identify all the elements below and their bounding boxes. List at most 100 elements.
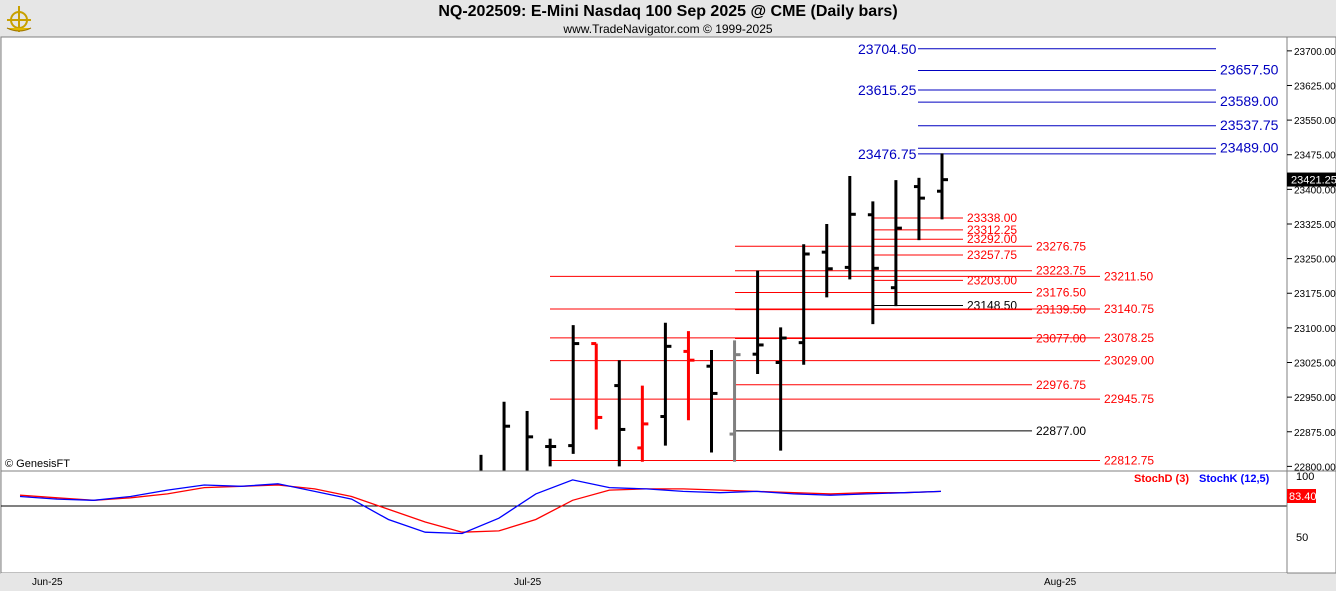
price-level: 23257.75 [872,248,1017,262]
price-tick-label: 23550.00 [1294,116,1336,127]
level-label: 23312.25 [967,223,1017,237]
price-level: 23657.50 [918,61,1279,77]
last-stoch-marker: 83.40 [1287,489,1317,503]
level-label: 23029.00 [1104,354,1154,368]
price-tick-label: 23250.00 [1294,255,1336,266]
level-label: 23476.75 [858,146,917,162]
last-price-marker: 23421.25 [1287,172,1336,187]
ohlc-bar [798,244,810,365]
stochastic-lines [19,479,942,535]
level-label: 23537.75 [1220,117,1279,133]
ohlc-bar [660,322,672,446]
price-level: 23537.75 [918,117,1279,133]
level-label: 23223.75 [1036,264,1086,278]
ship-wheel-logo-icon [6,6,32,32]
level-label: 23338.00 [967,211,1017,225]
ohlc-bar [913,177,925,241]
level-label: 23211.50 [1104,269,1153,283]
price-tick-label: 23025.00 [1294,359,1336,370]
level-label: 23657.50 [1220,61,1279,77]
level-label: 23140.75 [1104,302,1154,316]
price-level: 23140.75 [550,302,1154,316]
ohlc-bar [752,270,764,375]
ohlc-bar [637,385,649,462]
price-tick-label: 23475.00 [1294,151,1336,162]
price-level: 23203.00 [872,273,1017,287]
stoch-series-line [19,484,942,533]
ohlc-bar [545,438,557,467]
ohlc-bar [775,327,787,451]
level-label: 23139.50 [1036,303,1086,317]
level-label: 22812.75 [1104,453,1154,467]
price-tick-label: 22950.00 [1294,393,1336,404]
level-label: 23589.00 [1220,93,1279,109]
price-tick-label: 23700.00 [1294,47,1336,58]
ohlc-bar [683,331,695,421]
price-tick-label: 23175.00 [1294,289,1336,300]
stoch-tick-50: 50 [1296,532,1308,544]
ohlc-bar [525,410,534,471]
level-label: 23489.00 [1220,139,1279,155]
price-level: 23139.50 [735,303,1086,317]
ohlc-bar [614,360,626,467]
ohlc-bar [729,340,741,462]
legend-stochd: StochD (3) [1134,473,1189,485]
price-tick-label: 22875.00 [1294,428,1336,439]
chart-title: NQ-202509: E-Mini Nasdaq 100 Sep 2025 @ … [438,3,898,20]
price-tick-label: 23625.00 [1294,81,1336,92]
ohlc-bar [502,401,511,471]
price-tick-label: 23100.00 [1294,324,1336,335]
price-level: 23615.25 [858,82,1216,98]
level-label: 22877.00 [1036,424,1086,438]
ohlc-bar [867,201,879,325]
level-label: 23203.00 [967,273,1017,287]
price-tick-label: 22800.00 [1294,462,1336,473]
level-label: 23257.75 [967,248,1017,262]
price-y-ticks: 22800.00 22875.00 22950.00 23025.00 23100.00… [1287,47,1336,473]
ohlc-bar [706,350,718,453]
level-label: 23078.25 [1104,331,1154,345]
stoch-series-line [19,479,942,535]
chart-header: NQ-202509: E-Mini Nasdaq 100 Sep 2025 @ … [0,0,1336,38]
ohlc-bar [890,180,902,307]
price-level: 23078.25 [550,331,1154,345]
price-level: 23223.75 [735,264,1086,278]
price-level: 23029.00 [550,354,1154,368]
ohlc-bar [937,153,948,220]
ohlc-bar [821,223,833,298]
chart-subtitle: www.TradeNavigator.com © 1999-2025 [563,22,773,36]
x-tick-jul: Jul-25 [514,577,542,588]
level-label: 23704.50 [858,41,917,57]
price-level: 23476.75 [858,146,1216,162]
watermark: © GenesisFT [5,458,70,470]
svg-text:23421.25: 23421.25 [1291,175,1336,187]
x-tick-aug: Aug-25 [1044,577,1077,588]
svg-text:83.40: 83.40 [1289,491,1317,503]
stochastic-y-axis[interactable] [1286,470,1336,574]
x-tick-jun: Jun-25 [32,577,63,588]
ohlc-bar [591,342,603,430]
level-label: 23077.00 [1036,331,1086,345]
level-label: 23148.50 [967,298,1017,312]
level-label: 22945.75 [1104,392,1154,406]
level-label: 23276.75 [1036,239,1086,253]
price-level: 23704.50 [858,41,1216,57]
level-label: 22976.75 [1036,378,1086,392]
price-levels: 23704.50 23657.50 23615.25 23589.00 23537.75… [550,41,1279,467]
price-level: 23589.00 [918,93,1279,109]
price-level: 23211.50 [550,269,1153,283]
x-axis[interactable] [1,573,1287,590]
price-level: 22976.75 [735,378,1086,392]
price-tick-label: 23400.00 [1294,185,1336,196]
price-level: 23176.50 [735,286,1086,300]
price-tick-label: 23325.00 [1294,220,1336,231]
price-level: 23489.00 [918,139,1279,155]
price-bars [479,153,948,471]
legend-stochk: StochK (12,5) [1199,473,1270,485]
level-label: 23615.25 [858,82,917,98]
ohlc-bar [844,175,856,280]
price-level: 23276.75 [735,239,1086,253]
level-label: 23176.50 [1036,286,1086,300]
level-label: 23292.00 [967,232,1017,246]
